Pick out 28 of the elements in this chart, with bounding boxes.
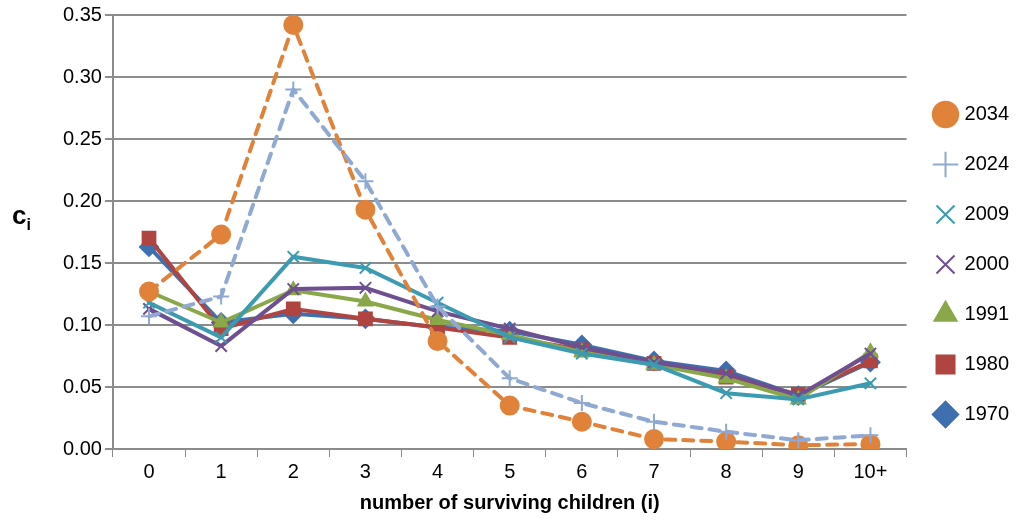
y-axis-title: c$_{i}$ [12, 200, 31, 235]
x-tick-label: 3 [359, 459, 371, 482]
x-tick-label: 10+ [853, 459, 888, 482]
y-tick-label: 0.15 [62, 250, 102, 273]
x-tick-label: 0 [143, 459, 155, 482]
legend-label: 2009 [964, 202, 1010, 225]
x-tick-label: 2 [287, 459, 299, 482]
y-tick-label: 0.00 [62, 436, 102, 459]
legend-label: 1980 [964, 352, 1010, 375]
x-tick-label: 7 [648, 459, 660, 482]
x-tick-label: 5 [504, 459, 516, 482]
y-tick-label: 0.20 [62, 188, 102, 211]
legend-label: 2000 [964, 252, 1010, 275]
y-tick-label: 0.25 [62, 126, 102, 149]
x-tick-label: 4 [432, 459, 444, 482]
y-tick-label: 0.35 [62, 2, 102, 25]
legend-label: 1991 [964, 302, 1010, 325]
x-tick-label: 8 [720, 459, 732, 482]
y-tick-label: 0.30 [62, 64, 102, 87]
y-tick-label: 0.05 [62, 374, 102, 397]
legend-label: 2024 [964, 152, 1010, 175]
x-tick-label: 9 [792, 459, 804, 482]
legend-label: 1970 [964, 402, 1010, 425]
x-tick-label: 1 [215, 459, 227, 482]
x-tick-label: 6 [576, 459, 588, 482]
x-axis-title: number of surviving children (i) [359, 490, 660, 513]
y-tick-label: 0.10 [62, 312, 102, 335]
legend-label: 2034 [964, 102, 1010, 125]
